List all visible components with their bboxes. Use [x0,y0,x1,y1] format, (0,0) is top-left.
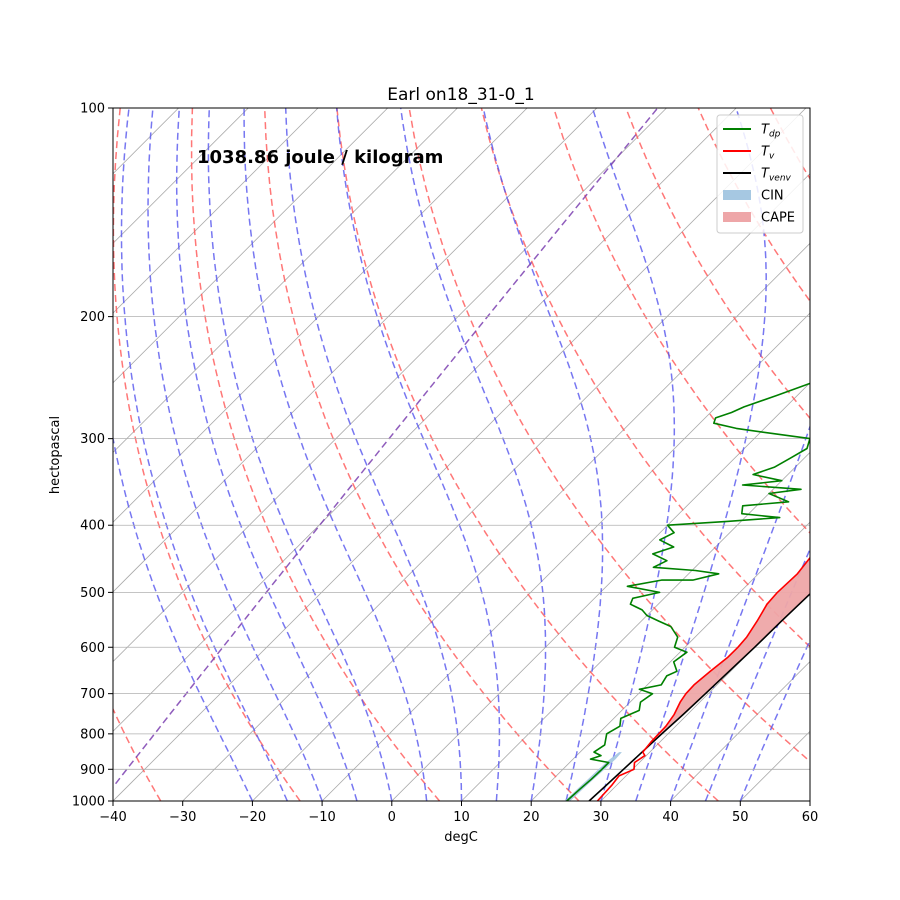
cape-annotation: 1038.86 joule / kilogram [197,147,443,168]
moist-adiabat-line [669,424,810,801]
x-tick-label: −30 [169,810,196,825]
y-tick-label: 700 [80,687,105,702]
dry-adiabat-line [480,108,810,648]
y-tick-label: 600 [80,641,105,656]
x-tick-label: 50 [732,810,749,825]
legend-entry-cin-swatch [723,190,751,200]
y-tick-label: 500 [80,586,105,601]
pressure-gridlines [113,108,810,801]
legend-entry-tvenv-label: Tvenv [761,167,792,184]
x-tick-label: −20 [239,810,266,825]
x-tick-label: 30 [593,810,610,825]
moist-adiabat-line [243,108,428,801]
moist-adiabat-line [635,108,767,801]
moist-adiabat-line [335,108,501,801]
x-axis-label: degC [444,830,478,845]
y-axis-label: hectopascal [48,416,63,494]
mixing-ratio-line [113,108,659,789]
moist-adiabat-line [482,108,604,801]
isotherm-line [252,242,810,801]
isotherm-line [321,312,810,801]
x-tick-label: 0 [388,810,396,825]
x-tick-label: 60 [802,810,819,825]
dry-adiabat-line [263,108,580,801]
y-tick-label: 800 [80,727,105,742]
y-tick-label: 400 [80,519,105,534]
y-tick-label: 100 [80,102,105,117]
legend-entry-cin-label: CIN [761,189,784,204]
dry-adiabat-line [552,108,810,534]
moist-adiabat-line [120,108,288,801]
virtual-temperature-line [596,556,810,801]
y-tick-label: 900 [80,763,105,778]
isotherm-line [113,108,389,384]
dewpoint-line [566,382,810,801]
x-tick-label: 20 [523,810,540,825]
moist-adiabat-line [113,434,254,801]
isotherm-line [461,451,810,801]
isotherm-line [600,591,810,801]
x-tick-label: 40 [662,810,679,825]
y-tick-label: 200 [80,310,105,325]
moist-adiabat-line [399,108,547,801]
isotherm-line [113,108,528,523]
dry-adiabat-line [113,108,301,801]
isotherm-line [530,521,810,801]
isotherm-line [391,382,810,801]
isotherm-line [113,108,319,314]
isotherm-line [113,108,598,593]
moist-adiabat-line [207,108,393,801]
isotherm-line [113,108,458,454]
environment-virtual-temperature-line [588,592,810,801]
background-lines [0,108,900,801]
legend-entry-cape-swatch [723,212,751,222]
isotherm-line [113,108,807,801]
y-tick-label: 1000 [72,795,105,810]
isotherm-line [0,108,39,801]
x-tick-label: −40 [99,810,126,825]
dry-adiabat-line [336,108,719,801]
y-tick-label: 300 [80,432,105,447]
moist-adiabat-line [591,108,676,801]
legend-entry-cape-label: CAPE [761,211,795,226]
profile-lines [566,382,810,801]
dry-adiabat-line [843,108,900,801]
isotherm-line [670,661,810,801]
legend: Tdp Tv Tvenv CIN CAPE [716,114,804,234]
legend-box [716,114,804,234]
dry-adiabat-line [113,707,162,801]
dry-adiabat-line [190,108,441,801]
dry-adiabat-line [408,108,810,763]
y-axis-ticks: 100 200 300 400 500 600 700 800 900 1000 [72,102,113,810]
legend-entry-tv-label: Tv [761,145,775,162]
chart-title: Earl on18_31-0_1 [387,85,534,105]
dry-adiabat-line [625,108,810,420]
legend-entry-tdp-label: Tdp [761,123,781,140]
x-tick-label: −10 [308,810,335,825]
x-axis-ticks: −40 −30 −20 −10 0 10 20 30 40 50 60 [99,801,818,825]
isotherm-line [113,108,737,732]
plot-background [113,108,810,801]
cape-fill-region [642,557,810,753]
isotherm-line [809,800,810,801]
x-tick-label: 10 [453,810,470,825]
isotherm-line [113,108,249,244]
isotherm-line [113,108,667,663]
moist-adiabat-line [284,108,463,801]
